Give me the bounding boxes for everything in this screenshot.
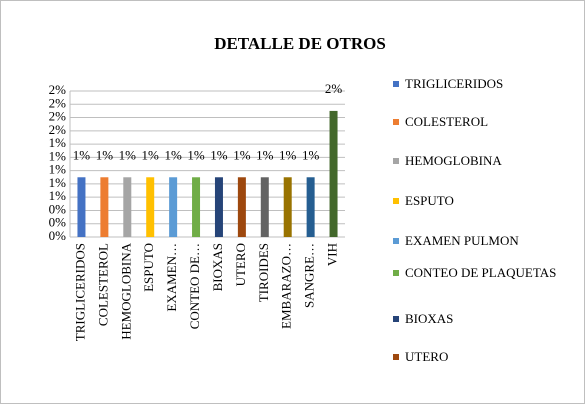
y-tick-label: 1% xyxy=(49,175,67,190)
data-label: 1% xyxy=(187,147,205,162)
y-tick-label: 0% xyxy=(49,228,67,243)
legend-swatch xyxy=(393,238,399,244)
legend-label: ESPUTO xyxy=(405,193,454,208)
legend-entry: BIOXAS xyxy=(393,310,580,327)
x-tick-label: SANGRE… xyxy=(302,243,317,308)
data-label: 1% xyxy=(233,147,251,162)
bar xyxy=(306,177,315,237)
y-tick-label: 0% xyxy=(49,215,67,230)
data-label: 1% xyxy=(73,147,91,162)
legend-label: EXAMEN PULMON xyxy=(405,233,519,248)
legend-label: TRIGLICERIDOS xyxy=(405,76,504,91)
legend-entry: ESPUTO xyxy=(393,192,580,209)
bar xyxy=(283,177,292,237)
legend-label: HEMOGLOBINA xyxy=(405,153,502,168)
x-tick-label: EXAMEN… xyxy=(164,243,179,312)
bar xyxy=(192,177,201,237)
bar xyxy=(123,177,132,237)
legend-entry: EXAMEN PULMON xyxy=(393,232,580,249)
data-label: 1% xyxy=(279,147,297,162)
x-tick-label: UTERO xyxy=(233,243,248,286)
data-label: 1% xyxy=(142,147,160,162)
x-tick-label: EMBARAZO… xyxy=(279,243,294,329)
chart-title: DETALLE DE OTROS xyxy=(214,34,386,53)
data-label: 2% xyxy=(325,81,343,96)
x-tick-label: COLESTEROL xyxy=(95,243,110,326)
data-label: 1% xyxy=(210,147,228,162)
legend-entry: CONTEO DE PLAQUETAS xyxy=(393,264,580,281)
data-label: 1% xyxy=(256,147,274,162)
data-label: 1% xyxy=(164,147,182,162)
data-label: 1% xyxy=(119,147,137,162)
legend-swatch xyxy=(393,316,399,322)
legend-swatch xyxy=(393,119,399,125)
y-tick-label: 1% xyxy=(49,162,67,177)
y-tick-label: 2% xyxy=(49,82,67,97)
legend-entry: UTERO xyxy=(393,348,580,365)
x-tick-label: BIOXAS xyxy=(210,243,225,291)
legend-label: COLESTEROL xyxy=(405,114,489,129)
legend-entry: HEMOGLOBINA xyxy=(393,152,580,169)
x-tick-label: CONTEO DE… xyxy=(187,243,202,329)
y-tick-label: 0% xyxy=(49,201,67,216)
x-tick-label: HEMOGLOBINA xyxy=(118,242,133,339)
bar xyxy=(329,110,338,237)
x-tick-label: ESPUTO xyxy=(141,243,156,292)
x-tick-label: VIH xyxy=(325,243,340,266)
legend-label: UTERO xyxy=(405,349,449,364)
legend-swatch xyxy=(393,354,399,360)
legend-label: CONTEO DE PLAQUETAS xyxy=(405,265,557,280)
y-tick-label: 1% xyxy=(49,188,67,203)
y-tick-label: 1% xyxy=(49,148,67,163)
bar xyxy=(237,177,246,237)
bar xyxy=(169,177,178,237)
bar xyxy=(77,177,86,237)
y-tick-label: 2% xyxy=(49,109,67,124)
legend-swatch xyxy=(393,158,399,164)
legend-swatch xyxy=(393,198,399,204)
y-tick-label: 2% xyxy=(49,95,67,110)
legend-entry: COLESTEROL xyxy=(393,113,580,130)
bar xyxy=(100,177,109,237)
x-tick-label: TIROIDES xyxy=(256,243,271,302)
bar xyxy=(260,177,269,237)
legend-swatch xyxy=(393,81,399,87)
bar xyxy=(146,177,155,237)
y-tick-label: 2% xyxy=(49,122,67,137)
y-tick-label: 1% xyxy=(49,135,67,150)
legend-label: BIOXAS xyxy=(405,311,454,326)
legend-swatch xyxy=(393,270,399,276)
x-tick-label: TRIGLICERIDOS xyxy=(72,243,87,341)
legend-entry: TRIGLICERIDOS xyxy=(393,75,580,92)
data-label: 1% xyxy=(302,147,320,162)
data-label: 1% xyxy=(96,147,114,162)
bar xyxy=(214,177,223,237)
